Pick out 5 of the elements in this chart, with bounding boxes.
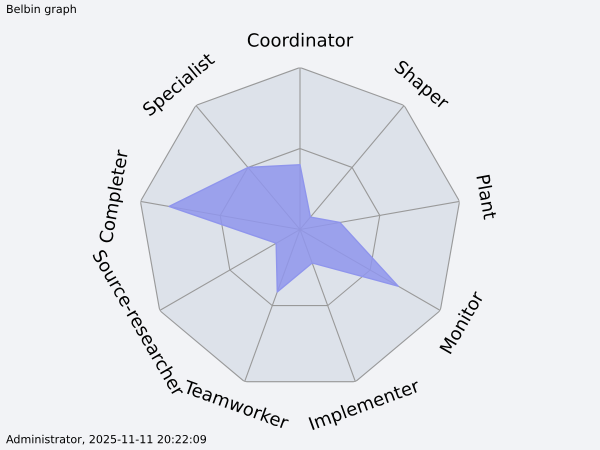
chart-title: Belbin graph — [7, 4, 76, 16]
spoke-label: Completer — [98, 148, 132, 244]
spoke-label: Coordinator — [248, 32, 354, 47]
text: Administrator, 2025-11-11 20:22:09 — [6, 434, 206, 444]
spoke-label: Plant — [476, 174, 498, 220]
